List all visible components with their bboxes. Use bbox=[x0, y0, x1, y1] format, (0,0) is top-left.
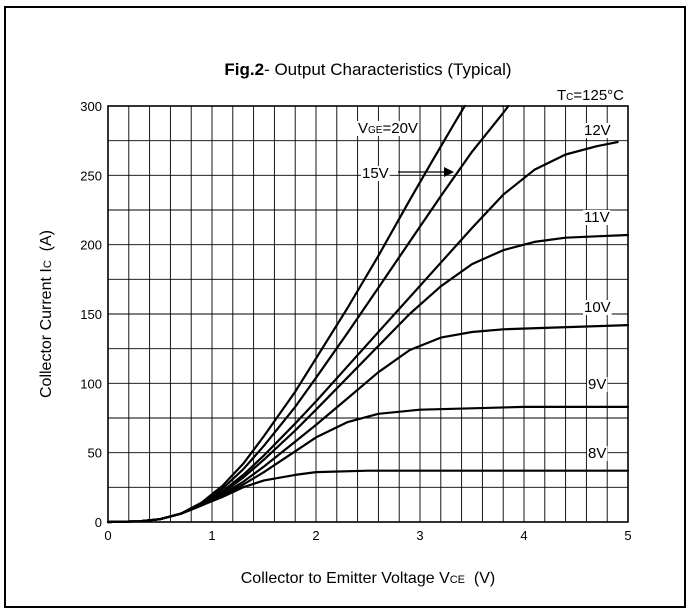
curve-label-2: 12V bbox=[584, 122, 611, 139]
x-tick-label: 1 bbox=[208, 528, 215, 543]
x-axis-label-sub: CE bbox=[450, 574, 465, 586]
y-tick-label: 100 bbox=[80, 376, 102, 391]
x-axis-label: Collector to Emitter Voltage VCE (V) bbox=[241, 570, 495, 587]
chart-title: Fig.2- Output Characteristics (Typical) bbox=[224, 60, 511, 79]
curve-label-bg bbox=[587, 446, 608, 461]
series-line-5 bbox=[106, 405, 630, 524]
plot-area-border bbox=[107, 105, 629, 523]
figure-frame bbox=[4, 6, 686, 608]
x-tick-label: 2 bbox=[312, 528, 319, 543]
curve-labels: VGE=20V 15V 12V 11V 10V 9V 8V bbox=[357, 120, 612, 462]
y-axis-label: Collector Current IC (A) bbox=[38, 230, 55, 398]
y-tick-label: 50 bbox=[88, 446, 102, 461]
y-tick-label: 250 bbox=[80, 168, 102, 183]
curve-label-3: 11V bbox=[584, 209, 610, 226]
chart-title-bold: Fig.2 bbox=[224, 60, 264, 79]
condition-rest: =125°C bbox=[573, 87, 624, 104]
series-line-6 bbox=[106, 469, 630, 524]
y-axis-label-sub: C bbox=[42, 260, 54, 268]
curve-label-bg bbox=[357, 121, 419, 136]
y-tick-label: 200 bbox=[80, 238, 102, 253]
x-tick-label: 5 bbox=[624, 528, 631, 543]
condition-main: T bbox=[557, 87, 566, 104]
condition-label: TC=125°C bbox=[557, 87, 624, 104]
x-axis-label-rest: (V) bbox=[465, 570, 495, 587]
y-tick-label: 300 bbox=[80, 99, 102, 114]
x-tick-label: 0 bbox=[104, 528, 111, 543]
y-axis-label-rest: (A) bbox=[38, 230, 55, 260]
series-line-3 bbox=[106, 233, 630, 524]
curve-label-bg bbox=[583, 210, 611, 225]
y-tick-label: 0 bbox=[95, 515, 102, 530]
curve-label-bg bbox=[583, 123, 612, 138]
curve-label-bg bbox=[361, 166, 390, 181]
x-axis-label-main: Collector to Emitter Voltage V bbox=[241, 570, 450, 587]
curve-label-0: VGE=20V bbox=[358, 120, 418, 137]
y-tick-label: 150 bbox=[80, 307, 102, 322]
curve-label-bg bbox=[587, 377, 608, 392]
x-tick-label: 3 bbox=[416, 528, 423, 543]
curve-label-6: 8V bbox=[588, 445, 606, 462]
label-arrow bbox=[398, 167, 454, 177]
x-tick-label: 4 bbox=[520, 528, 527, 543]
series-line-2 bbox=[106, 141, 619, 524]
curve-label-4: 10V bbox=[584, 299, 611, 316]
curve-label-bg bbox=[583, 300, 612, 315]
series-group bbox=[106, 104, 630, 524]
condition-sub: C bbox=[566, 92, 573, 103]
curve-label-1: 15V bbox=[362, 165, 389, 182]
y-axis-label-main: Collector Current I bbox=[38, 268, 55, 398]
curve-label-5: 9V bbox=[588, 376, 606, 393]
chart-title-rest: - Output Characteristics (Typical) bbox=[264, 60, 512, 79]
series-line-4 bbox=[106, 324, 630, 524]
